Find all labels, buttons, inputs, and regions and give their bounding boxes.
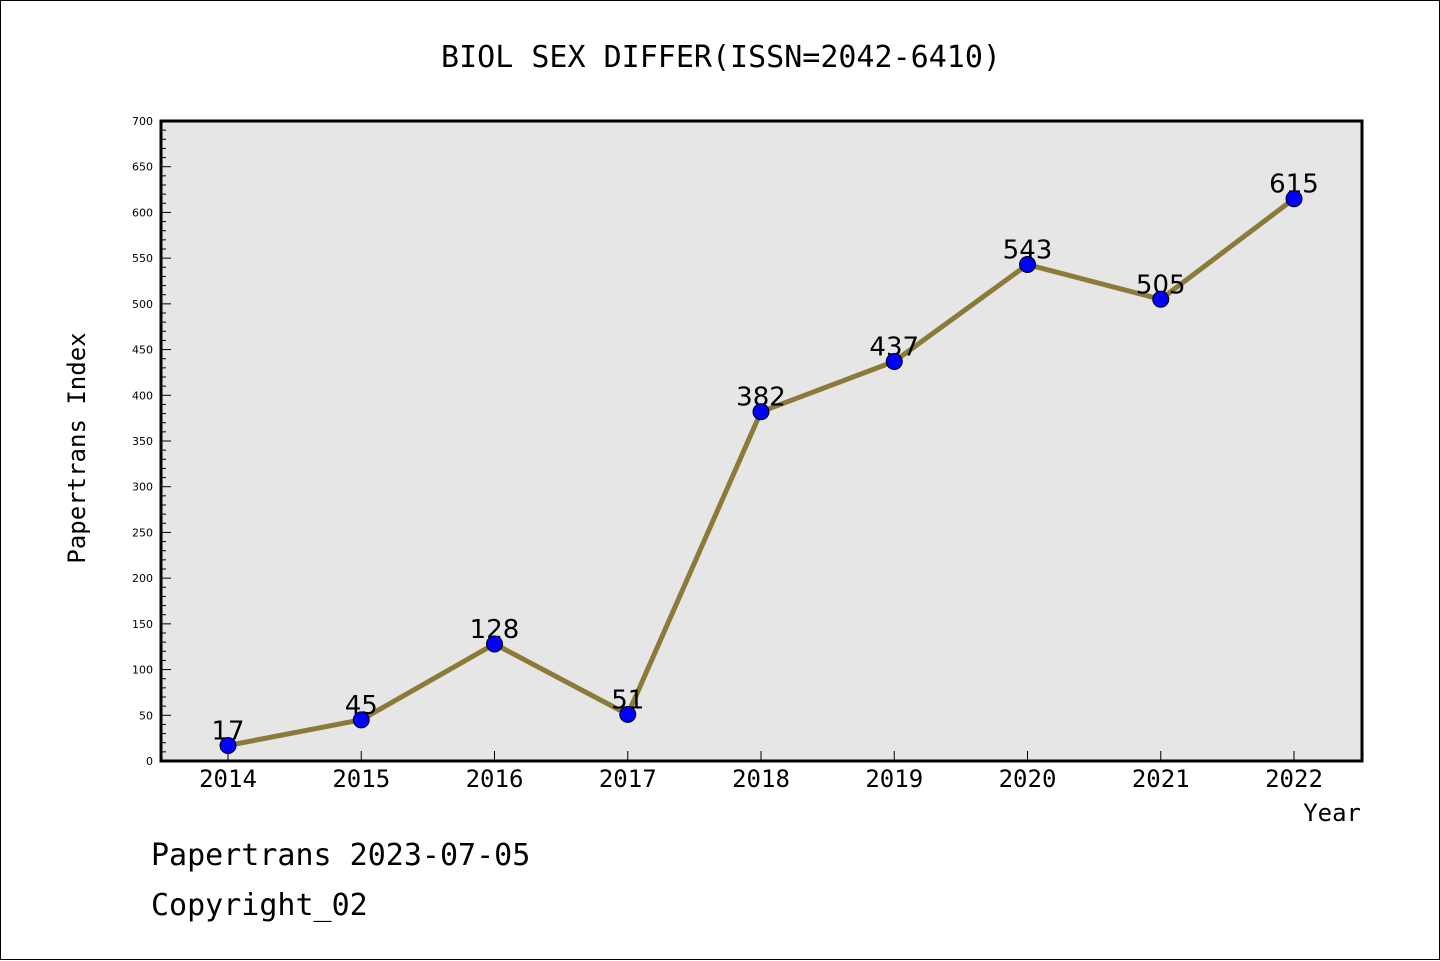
footer-date: Papertrans 2023-07-05 [151,838,530,873]
y-axis-label: Papertrans Index [63,332,91,563]
data-point [619,705,637,723]
chart-title: BIOL SEX DIFFER(ISSN=2042-6410) [441,40,1001,75]
data-point [219,736,237,754]
y-tick-label: 50 [139,709,153,722]
y-tick-label: 600 [132,206,153,219]
y-tick-label: 550 [132,252,153,265]
y-tick-label: 200 [132,572,153,585]
x-axis-label: Year [1303,799,1361,827]
footer-copyright: Copyright_02 [151,888,368,923]
data-point [885,352,903,370]
x-tick-label: 2018 [732,765,790,793]
x-tick-label: 2020 [999,765,1057,793]
data-point [486,635,503,653]
y-tick-label: 0 [146,755,153,768]
y-tick-label: 450 [132,344,153,357]
y-tick-label: 100 [132,664,153,677]
y-tick-label: 150 [132,618,153,631]
y-tick-label: 350 [132,435,153,448]
plot-frame [159,119,1364,763]
data-point [752,403,770,421]
y-tick-label: 500 [132,298,153,311]
plot-area [161,121,1362,761]
x-tick-label: 2021 [1132,765,1190,793]
data-point [1285,190,1303,208]
x-tick-label: 2014 [199,765,257,793]
x-tick-label: 2019 [865,765,923,793]
y-axis: 0 50 100 150 200 250 300 350 400 450 500 550 600 650 7… [132,115,171,768]
y-tick-label: 300 [132,481,153,494]
x-tick-label: 2016 [466,765,524,793]
y-tick-label: 650 [132,161,153,174]
y-tick-label: 700 [132,115,153,128]
x-axis: 2014 2015 2016 2017 2018 2019 2020 2021 2022 [199,751,1323,793]
x-tick-label: 2015 [332,765,390,793]
data-point [1152,290,1170,308]
x-tick-label: 2017 [599,765,657,793]
y-tick-label: 400 [132,389,153,402]
y-tick-label: 250 [132,526,153,539]
data-point [1019,256,1036,274]
x-tick-label: 2022 [1265,765,1323,793]
data-point [352,711,370,729]
